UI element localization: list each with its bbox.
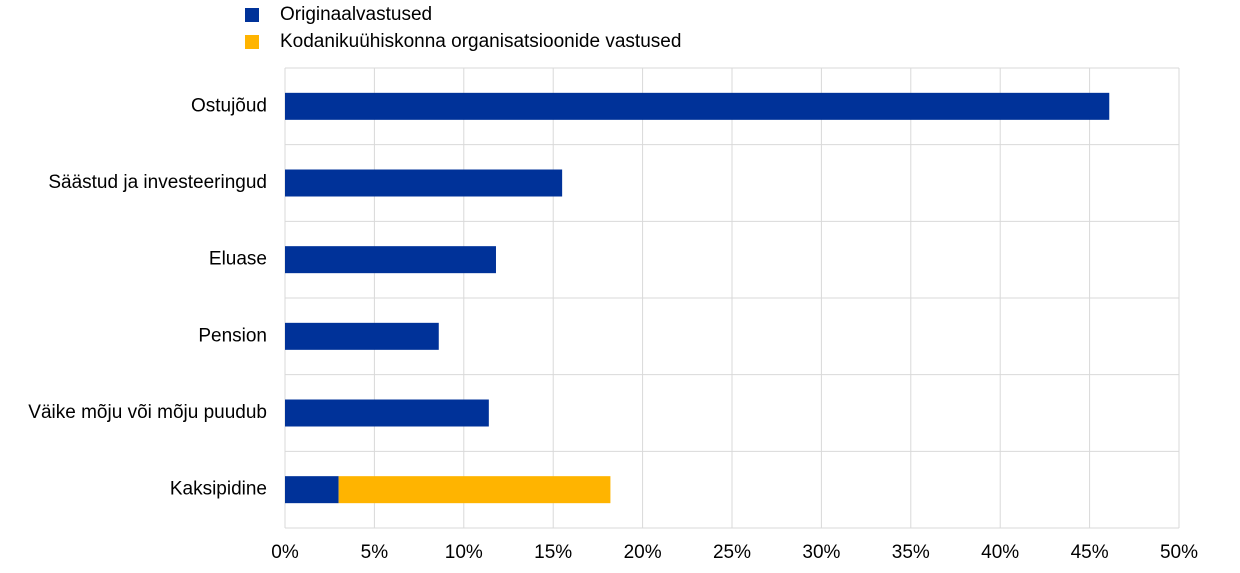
bar: [285, 92, 1110, 120]
bar: [285, 246, 496, 274]
y-tick-label: Säästud ja investeeringud: [48, 172, 267, 193]
legend-label: Kodanikuühiskonna organisatsioonide vast…: [280, 31, 681, 52]
x-tick-label: 50%: [1160, 542, 1198, 563]
x-tick-label: 15%: [534, 542, 572, 563]
y-tick-label: Ostujõud: [191, 95, 267, 116]
legend-swatch: [245, 8, 259, 22]
x-tick-label: 20%: [624, 542, 662, 563]
legend-label: Originaalvastused: [280, 4, 432, 25]
bar: [285, 169, 563, 197]
y-tick-label: Kaksipidine: [170, 479, 267, 500]
y-tick-label: Eluase: [209, 249, 267, 270]
y-tick-label: Pension: [198, 325, 267, 346]
x-tick-label: 35%: [892, 542, 930, 563]
legend-swatch: [245, 35, 259, 49]
x-tick-label: 40%: [981, 542, 1019, 563]
bar: [285, 399, 489, 427]
x-tick-label: 45%: [1071, 542, 1109, 563]
bar: [285, 322, 439, 350]
x-tick-label: 5%: [361, 542, 389, 563]
bar: [338, 476, 611, 504]
bar: [285, 476, 339, 504]
x-tick-label: 0%: [271, 542, 299, 563]
x-tick-label: 10%: [445, 542, 483, 563]
y-tick-label: Väike mõju või mõju puudub: [28, 402, 267, 423]
x-tick-label: 25%: [713, 542, 751, 563]
x-tick-label: 30%: [802, 542, 840, 563]
